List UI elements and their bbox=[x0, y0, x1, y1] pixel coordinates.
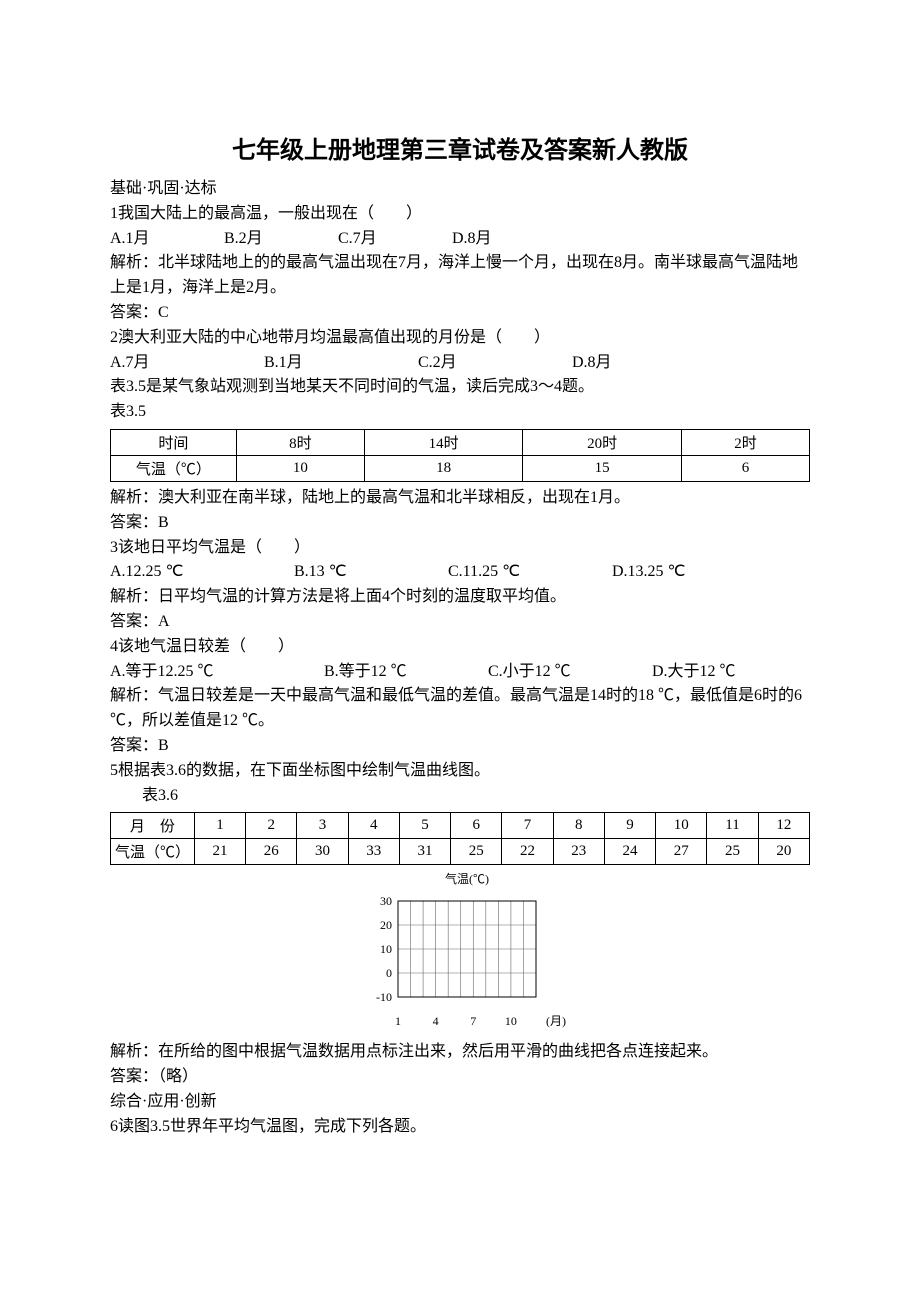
table-cell: 30 bbox=[297, 839, 348, 865]
q1-choice-a: A.1月 bbox=[110, 227, 220, 252]
table-cell: 3 bbox=[297, 813, 348, 839]
q4-choices: A.等于12.25 ℃ B.等于12 ℃ C.小于12 ℃ D.大于12 ℃ bbox=[110, 660, 810, 685]
q2-choices: A.7月 B.1月 C.2月 D.8月 bbox=[110, 351, 810, 376]
svg-text:10: 10 bbox=[380, 942, 392, 956]
table-cell: 月 份 bbox=[111, 813, 195, 839]
table-cell: 22 bbox=[502, 839, 553, 865]
table-cell: 33 bbox=[348, 839, 399, 865]
q3-text: 3该地日平均气温是（ ） bbox=[110, 536, 810, 561]
q5-answer: 答案：（略） bbox=[110, 1065, 810, 1090]
table-3-6: 月 份 1 2 3 4 5 6 7 8 9 10 11 12 气温（℃） 21 … bbox=[110, 812, 810, 865]
table-cell: 气温（℃） bbox=[111, 839, 195, 865]
q4-choice-b: B.等于12 ℃ bbox=[324, 660, 484, 685]
svg-text:7: 7 bbox=[470, 1014, 476, 1028]
table-cell: 2时 bbox=[681, 429, 809, 455]
svg-text:20: 20 bbox=[380, 918, 392, 932]
table-cell: 18 bbox=[364, 455, 523, 481]
q4-analysis: 解析：气温日较差是一天中最高气温和最低气温的差值。最高气温是14时的18 ℃，最… bbox=[110, 684, 810, 734]
svg-text:0: 0 bbox=[386, 966, 392, 980]
table-cell: 10 bbox=[656, 813, 707, 839]
page-title: 七年级上册地理第三章试卷及答案新人教版 bbox=[110, 130, 810, 165]
temperature-chart-svg: -10 0 10 20 30 1 4 7 10 气温(℃) (月) bbox=[350, 871, 570, 1031]
table-cell: 1 bbox=[194, 813, 245, 839]
q2-text: 2澳大利亚大陆的中心地带月均温最高值出现的月份是（ ） bbox=[110, 326, 810, 351]
q3-choice-c: C.11.25 ℃ bbox=[448, 560, 608, 585]
table-row: 气温（℃） 21 26 30 33 31 25 22 23 24 27 25 2… bbox=[111, 839, 810, 865]
table-cell: 气温（℃） bbox=[111, 455, 237, 481]
table-cell: 12 bbox=[758, 813, 809, 839]
q4-choice-d: D.大于12 ℃ bbox=[652, 660, 736, 685]
table-cell: 23 bbox=[553, 839, 604, 865]
table-cell: 2 bbox=[246, 813, 297, 839]
table-cell: 27 bbox=[656, 839, 707, 865]
table36-caption: 表3.6 bbox=[110, 784, 810, 809]
section-heading-advanced: 综合·应用·创新 bbox=[110, 1090, 810, 1115]
q2-choice-d: D.8月 bbox=[572, 351, 612, 376]
table-3-5: 时间 8时 14时 20时 2时 气温（℃） 10 18 15 6 bbox=[110, 429, 810, 482]
table-cell: 15 bbox=[523, 455, 682, 481]
blank-chart: -10 0 10 20 30 1 4 7 10 气温(℃) (月) bbox=[110, 871, 810, 1036]
table-row: 气温（℃） 10 18 15 6 bbox=[111, 455, 810, 481]
table-cell: 25 bbox=[451, 839, 502, 865]
q1-choice-d: D.8月 bbox=[452, 227, 492, 252]
q1-choice-c: C.7月 bbox=[338, 227, 448, 252]
svg-text:-10: -10 bbox=[376, 990, 392, 1004]
table-cell: 20时 bbox=[523, 429, 682, 455]
q3-choice-b: B.13 ℃ bbox=[294, 560, 444, 585]
table-cell: 7 bbox=[502, 813, 553, 839]
table-cell: 8 bbox=[553, 813, 604, 839]
q3-choice-a: A.12.25 ℃ bbox=[110, 560, 290, 585]
table-cell: 9 bbox=[604, 813, 655, 839]
table-cell: 4 bbox=[348, 813, 399, 839]
q2-choice-c: C.2月 bbox=[418, 351, 568, 376]
table35-caption: 表3.5 bbox=[110, 400, 810, 425]
q1-text: 1我国大陆上的最高温，一般出现在（ ） bbox=[110, 202, 810, 227]
table-cell: 21 bbox=[194, 839, 245, 865]
q1-choices: A.1月 B.2月 C.7月 D.8月 bbox=[110, 227, 810, 252]
q6-text: 6读图3.5世界年平均气温图，完成下列各题。 bbox=[110, 1115, 810, 1140]
svg-text:4: 4 bbox=[433, 1014, 439, 1028]
q4-text: 4该地气温日较差（ ） bbox=[110, 635, 810, 660]
svg-text:(月): (月) bbox=[546, 1014, 566, 1028]
table-cell: 24 bbox=[604, 839, 655, 865]
table-row: 月 份 1 2 3 4 5 6 7 8 9 10 11 12 bbox=[111, 813, 810, 839]
q2-lead: 表3.5是某气象站观测到当地某天不同时间的气温，读后完成3～4题。 bbox=[110, 375, 810, 400]
table-cell: 25 bbox=[707, 839, 758, 865]
table-cell: 时间 bbox=[111, 429, 237, 455]
q3-analysis: 解析：日平均气温的计算方法是将上面4个时刻的温度取平均值。 bbox=[110, 585, 810, 610]
q4-answer: 答案：B bbox=[110, 734, 810, 759]
table-cell: 6 bbox=[451, 813, 502, 839]
q1-choice-b: B.2月 bbox=[224, 227, 334, 252]
q3-choices: A.12.25 ℃ B.13 ℃ C.11.25 ℃ D.13.25 ℃ bbox=[110, 560, 810, 585]
q5-analysis: 解析：在所给的图中根据气温数据用点标注出来，然后用平滑的曲线把各点连接起来。 bbox=[110, 1040, 810, 1065]
section-heading-basic: 基础·巩固·达标 bbox=[110, 177, 810, 202]
svg-text:1: 1 bbox=[395, 1014, 401, 1028]
q2-choice-a: A.7月 bbox=[110, 351, 260, 376]
q2-analysis: 解析：澳大利亚在南半球，陆地上的最高气温和北半球相反，出现在1月。 bbox=[110, 486, 810, 511]
table-cell: 26 bbox=[246, 839, 297, 865]
q4-choice-c: C.小于12 ℃ bbox=[488, 660, 648, 685]
table-cell: 20 bbox=[758, 839, 809, 865]
table-cell: 5 bbox=[399, 813, 450, 839]
q4-choice-a: A.等于12.25 ℃ bbox=[110, 660, 320, 685]
table-row: 时间 8时 14时 20时 2时 bbox=[111, 429, 810, 455]
page: 七年级上册地理第三章试卷及答案新人教版 基础·巩固·达标 1我国大陆上的最高温，… bbox=[0, 0, 920, 1200]
q5-text: 5根据表3.6的数据，在下面坐标图中绘制气温曲线图。 bbox=[110, 759, 810, 784]
q1-answer: 答案：C bbox=[110, 301, 810, 326]
table-cell: 6 bbox=[681, 455, 809, 481]
q2-choice-b: B.1月 bbox=[264, 351, 414, 376]
table-cell: 31 bbox=[399, 839, 450, 865]
table-cell: 8时 bbox=[236, 429, 364, 455]
table-cell: 11 bbox=[707, 813, 758, 839]
q3-answer: 答案：A bbox=[110, 610, 810, 635]
svg-text:30: 30 bbox=[380, 894, 392, 908]
svg-text:气温(℃): 气温(℃) bbox=[445, 871, 489, 886]
q3-choice-d: D.13.25 ℃ bbox=[612, 560, 686, 585]
q1-analysis: 解析：北半球陆地上的的最高气温出现在7月，海洋上慢一个月，出现在8月。南半球最高… bbox=[110, 251, 810, 301]
table-cell: 14时 bbox=[364, 429, 523, 455]
table-cell: 10 bbox=[236, 455, 364, 481]
q2-answer: 答案：B bbox=[110, 511, 810, 536]
svg-text:10: 10 bbox=[505, 1014, 517, 1028]
